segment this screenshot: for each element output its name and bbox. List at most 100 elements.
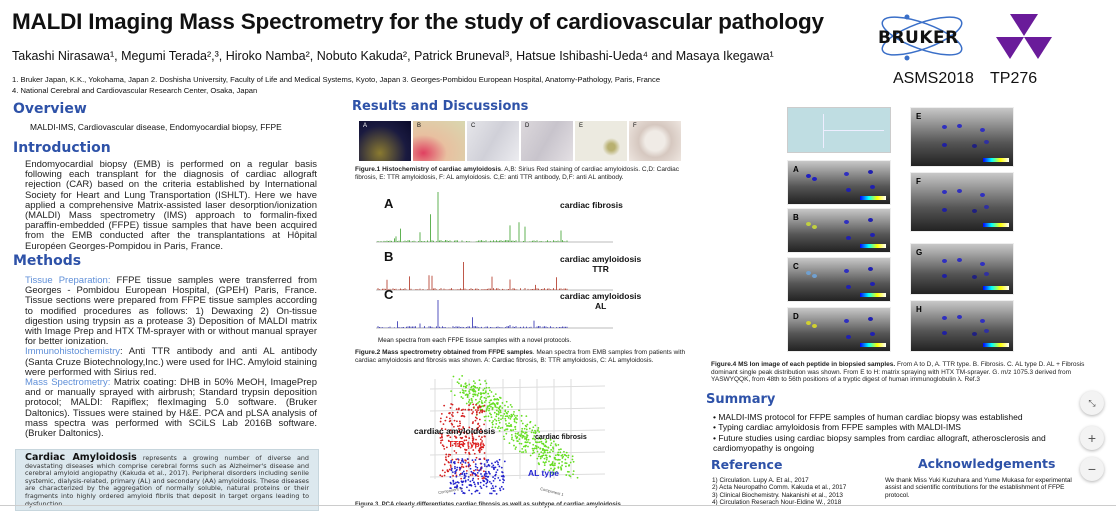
al-point xyxy=(459,474,461,476)
histology-image-c: C xyxy=(467,121,519,161)
al-point xyxy=(469,467,472,470)
fibrosis-point xyxy=(539,457,542,460)
fibrosis-point xyxy=(534,424,537,427)
fibrosis-point xyxy=(542,447,544,450)
fibrosis-point xyxy=(484,390,487,393)
ttr-point xyxy=(473,442,476,445)
al-point xyxy=(461,490,463,493)
al-point xyxy=(468,489,471,492)
fibrosis-point xyxy=(501,426,504,429)
fibrosis-point xyxy=(552,471,555,474)
acknowledgements-text: We thank Miss Yuki Kuzuhara and Yume Muk… xyxy=(885,477,1072,499)
fibrosis-point xyxy=(461,389,464,391)
ttr-point xyxy=(476,417,478,420)
ttr-point xyxy=(472,449,475,451)
ttr-point xyxy=(472,411,475,413)
reference-item: 3) Clinical Biochemistry. Nakanishi et a… xyxy=(712,491,843,499)
caption-title: Figure.2 Mass spectrometry obtained from… xyxy=(355,349,533,356)
ion-signal xyxy=(941,207,947,212)
al-point xyxy=(453,492,456,495)
fibrosis-point xyxy=(549,451,551,454)
al-point xyxy=(486,476,489,478)
al-point xyxy=(485,482,488,485)
al-point xyxy=(470,470,473,473)
ttr-point xyxy=(467,408,470,411)
fibrosis-point xyxy=(564,458,567,461)
ttr-point xyxy=(448,412,450,415)
grid-line xyxy=(429,451,606,456)
fibrosis-point xyxy=(477,388,480,391)
ion-signal xyxy=(869,232,875,237)
al-point xyxy=(450,469,453,472)
al-point xyxy=(464,461,467,464)
ttr-point xyxy=(455,437,457,439)
al-point xyxy=(493,490,496,492)
fibrosis-point xyxy=(524,436,526,438)
ttr-point xyxy=(467,447,470,449)
fibrosis-point xyxy=(538,441,541,444)
fibrosis-point xyxy=(492,420,495,422)
fibrosis-point xyxy=(550,467,552,470)
al-point xyxy=(466,458,469,460)
ttr-point xyxy=(439,442,442,444)
al-point xyxy=(466,486,468,489)
fibrosis-point xyxy=(523,427,526,430)
ttr-point xyxy=(465,439,468,442)
grid-line xyxy=(429,385,606,390)
fibrosis-point xyxy=(540,451,543,454)
ttr-point xyxy=(475,410,478,413)
fibrosis-point xyxy=(480,400,483,402)
fibrosis-point xyxy=(506,424,509,427)
fibrosis-point xyxy=(487,415,490,418)
ttr-point xyxy=(458,424,461,427)
ttr-point xyxy=(468,426,471,429)
ttr-point xyxy=(479,410,482,412)
fibrosis-point xyxy=(551,462,554,465)
spectrum-trace xyxy=(377,262,568,290)
fibrosis-point xyxy=(509,417,512,420)
introduction-text: Endomyocardial biopsy (EMB) is performed… xyxy=(25,159,317,252)
fibrosis-point xyxy=(559,448,562,451)
ion-signal xyxy=(956,124,962,129)
color-scale-bar xyxy=(860,196,886,200)
zoom-out-button[interactable]: − xyxy=(1080,457,1104,481)
spectrum-label-c: cardiac amyloidosis AL xyxy=(560,291,642,311)
fibrosis-point xyxy=(567,454,570,457)
fibrosis-point xyxy=(531,429,534,432)
ttr-point xyxy=(451,444,454,447)
ttr-point xyxy=(483,435,486,438)
fibrosis-point xyxy=(453,394,456,397)
ttr-point xyxy=(442,423,445,426)
al-point xyxy=(473,472,476,475)
fibrosis-point xyxy=(524,449,527,452)
fibrosis-point xyxy=(488,389,491,392)
fibrosis-point xyxy=(543,451,546,454)
fibrosis-point xyxy=(497,419,500,422)
al-point xyxy=(480,487,483,490)
fibrosis-point xyxy=(531,437,534,440)
ttr-point xyxy=(478,435,480,438)
al-point xyxy=(476,466,479,469)
fibrosis-point xyxy=(503,438,506,441)
ttr-point xyxy=(442,445,445,448)
zoom-in-button[interactable]: + xyxy=(1080,426,1104,450)
fibrosis-point xyxy=(564,454,567,457)
caption-text: . A,B: Sirius Red staining of cardiac am… xyxy=(355,166,680,181)
fibrosis-point xyxy=(534,432,537,435)
ttr-point xyxy=(452,425,455,428)
fibrosis-point xyxy=(545,461,547,463)
ttr-point xyxy=(443,404,446,407)
ion-signal xyxy=(844,219,850,224)
fibrosis-point xyxy=(476,386,478,389)
ttr-point xyxy=(480,448,483,451)
fibrosis-point xyxy=(516,436,519,438)
fibrosis-point xyxy=(478,386,481,389)
ttr-point xyxy=(478,451,481,454)
fit-to-screen-button[interactable]: ⤡ xyxy=(1080,391,1104,415)
al-point xyxy=(469,484,471,487)
fibrosis-point xyxy=(551,461,554,463)
fibrosis-point xyxy=(464,385,467,388)
ion-image-panel: F xyxy=(910,172,1014,232)
ttr-point xyxy=(462,431,465,434)
ion-signal xyxy=(812,225,818,230)
